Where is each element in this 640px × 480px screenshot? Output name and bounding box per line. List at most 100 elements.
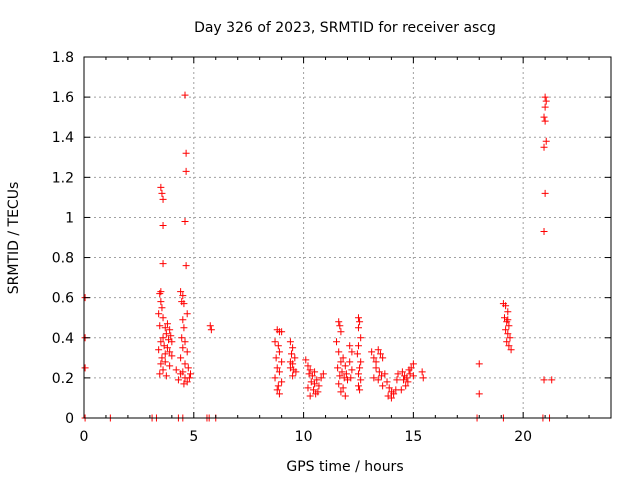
data-point xyxy=(407,364,415,372)
data-point xyxy=(354,382,362,390)
data-point xyxy=(379,354,387,362)
data-point xyxy=(271,374,279,382)
data-point xyxy=(207,326,215,334)
data-point xyxy=(159,314,167,322)
data-point xyxy=(336,322,344,330)
data-point xyxy=(157,288,165,296)
data-point xyxy=(181,91,189,99)
data-point xyxy=(505,342,513,350)
data-point xyxy=(341,362,349,370)
data-point xyxy=(336,372,344,380)
data-point xyxy=(341,392,349,400)
data-point xyxy=(339,354,347,362)
data-point xyxy=(338,368,346,376)
data-point xyxy=(306,392,314,400)
x-tick-label: 5 xyxy=(189,429,198,445)
data-point xyxy=(271,338,279,346)
data-point xyxy=(334,364,342,372)
data-point xyxy=(182,149,190,157)
data-point xyxy=(368,348,376,356)
data-point xyxy=(379,382,387,390)
data-point xyxy=(304,362,312,370)
data-point xyxy=(159,221,167,229)
data-point xyxy=(162,372,170,380)
data-point xyxy=(475,390,483,398)
data-point xyxy=(177,288,185,296)
data-point xyxy=(394,370,402,378)
data-point xyxy=(288,350,296,358)
data-point xyxy=(163,320,171,328)
y-tick-label: 0.6 xyxy=(52,291,74,307)
y-axis-label: SRMTID / TECUs xyxy=(6,182,22,295)
data-point xyxy=(383,378,391,386)
data-point xyxy=(356,364,364,372)
data-point xyxy=(166,362,174,370)
data-point xyxy=(356,386,364,394)
data-point xyxy=(275,368,283,376)
data-point xyxy=(541,117,549,125)
data-point xyxy=(181,338,189,346)
data-point xyxy=(337,388,345,396)
data-point xyxy=(475,360,483,368)
data-point xyxy=(159,366,167,374)
data-point xyxy=(375,368,383,376)
data-point xyxy=(286,358,294,366)
data-point xyxy=(347,374,355,382)
data-point xyxy=(178,334,186,342)
chart-title: Day 326 of 2023, SRMTID for receiver asc… xyxy=(194,20,496,36)
data-point xyxy=(393,376,401,384)
data-point xyxy=(161,324,169,332)
data-point xyxy=(542,137,550,145)
data-point xyxy=(397,386,405,394)
data-point xyxy=(183,348,191,356)
data-point xyxy=(158,354,166,362)
data-point xyxy=(356,318,364,326)
data-point xyxy=(311,380,319,388)
data-point xyxy=(540,143,548,151)
data-point xyxy=(376,350,384,358)
data-point xyxy=(387,394,395,402)
data-point xyxy=(166,348,174,356)
data-point xyxy=(542,97,550,105)
data-point xyxy=(506,334,514,342)
data-point xyxy=(157,298,165,306)
data-point xyxy=(317,374,325,382)
data-point xyxy=(174,376,182,384)
data-point xyxy=(180,380,188,388)
data-point xyxy=(335,318,343,326)
data-point xyxy=(184,364,192,372)
data-point xyxy=(167,332,175,340)
data-point xyxy=(540,376,548,384)
data-point xyxy=(172,366,180,374)
data-point xyxy=(177,370,185,378)
data-point xyxy=(315,382,323,390)
data-point xyxy=(274,342,282,350)
data-point xyxy=(81,364,89,372)
data-point xyxy=(309,386,317,394)
data-point xyxy=(179,344,187,352)
data-point xyxy=(337,328,345,336)
data-point xyxy=(357,376,365,384)
data-point xyxy=(502,302,510,310)
data-point xyxy=(291,354,299,362)
data-point xyxy=(540,113,548,121)
data-point xyxy=(409,360,417,368)
data-point xyxy=(179,292,187,300)
data-point xyxy=(306,366,314,374)
data-point xyxy=(374,376,382,384)
data-point xyxy=(402,382,410,390)
data-point xyxy=(180,300,188,308)
grid-lines xyxy=(84,57,611,418)
data-point xyxy=(274,382,282,390)
data-point xyxy=(370,354,378,362)
data-point xyxy=(504,316,512,324)
data-point xyxy=(162,330,170,338)
data-point xyxy=(404,378,412,386)
data-point xyxy=(541,93,549,101)
data-point xyxy=(182,262,190,270)
data-point xyxy=(158,189,166,197)
x-tick-label: 10 xyxy=(295,429,313,445)
y-tick-label: 0.4 xyxy=(52,331,74,347)
data-point xyxy=(353,350,361,358)
data-point xyxy=(273,364,281,372)
